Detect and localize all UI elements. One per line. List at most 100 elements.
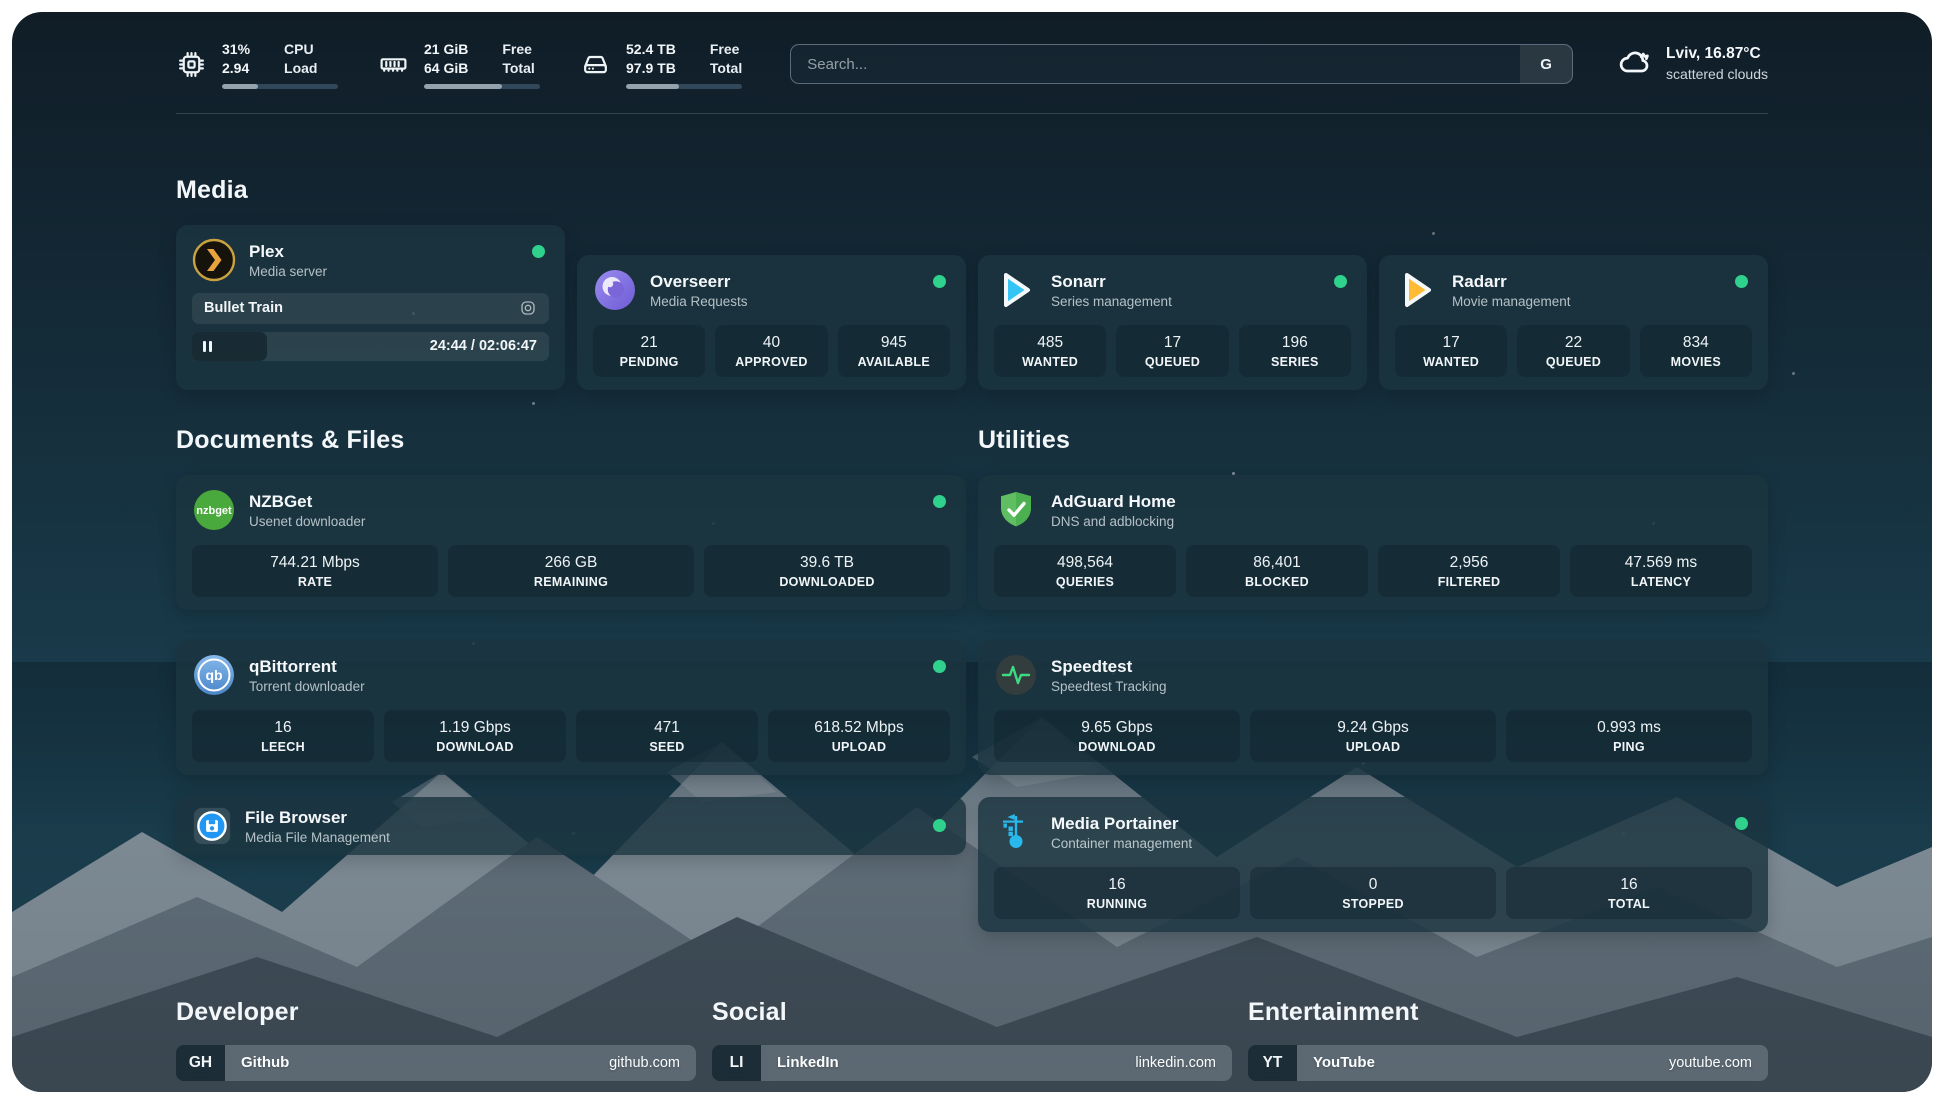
- stat-value: 21: [640, 333, 658, 351]
- ram-total-label: Total: [502, 59, 535, 76]
- link-linkedin[interactable]: LI LinkedIn linkedin.com: [712, 1044, 1232, 1081]
- stat-label: BLOCKED: [1245, 574, 1309, 589]
- link-github[interactable]: GH Github github.com: [176, 1044, 696, 1081]
- radarr-icon: [1395, 268, 1439, 312]
- card-title: Speedtest: [1051, 656, 1133, 676]
- disk-icon: [580, 49, 611, 80]
- card-adguard[interactable]: AdGuard Home DNS and adblocking 498,564 …: [978, 474, 1768, 610]
- load-label: Load: [284, 59, 318, 76]
- stat-value: 16: [274, 718, 292, 736]
- pause-icon[interactable]: [203, 340, 212, 352]
- link-url: youtube.com: [1668, 1054, 1752, 1071]
- card-nzbget[interactable]: nzbget NZBGet Usenet downloader 744.21 M…: [176, 474, 966, 610]
- card-title: AdGuard Home: [1051, 491, 1176, 511]
- stat-value: 40: [762, 333, 781, 351]
- disk-free-label: Free: [709, 41, 740, 57]
- github-abbr-badge: GH: [176, 1044, 225, 1081]
- stat-label: MOVIES: [1670, 354, 1722, 369]
- cpu-usage-value: 31%: [222, 41, 251, 57]
- stat-value: 834: [1682, 333, 1709, 351]
- stat-label: DOWNLOAD: [436, 739, 514, 754]
- card-subtitle: Movie management: [1452, 293, 1571, 309]
- card-overseerr[interactable]: Overseerr Media Requests 21 PENDING 40 A…: [577, 254, 966, 390]
- card-title: NZBGet: [249, 491, 313, 511]
- stat-tile: 485 WANTED: [994, 324, 1107, 377]
- link-name: LinkedIn: [777, 1054, 839, 1072]
- status-dot: [933, 494, 946, 508]
- stat-value: 744.21 Mbps: [270, 553, 360, 571]
- playback-progress-bar[interactable]: 24:44 / 02:06:47: [192, 331, 549, 361]
- section-title-media: Media: [176, 175, 248, 204]
- entertainment-section: Entertainment YT YouTube youtube.com NF …: [1248, 998, 1768, 1092]
- linkedin-abbr-badge: LI: [712, 1044, 761, 1081]
- stat-tile: 40 APPROVED: [715, 324, 828, 377]
- stat-value: 2,956: [1449, 553, 1489, 571]
- disk-free-value: 52.4 TB: [626, 41, 676, 57]
- card-subtitle: Speedtest Tracking: [1051, 678, 1167, 694]
- stat-label: QUEUED: [1144, 354, 1201, 369]
- youtube-abbr-badge: YT: [1248, 1044, 1297, 1081]
- search-input[interactable]: [790, 44, 1574, 85]
- stat-label: AVAILABLE: [857, 354, 930, 369]
- now-playing-title: Bullet Train: [204, 300, 283, 317]
- overseerr-icon: [593, 268, 637, 312]
- stat-tile: 471 SEED: [576, 709, 758, 762]
- stat-value: 47.569 ms: [1624, 553, 1698, 571]
- section-title-documents: Documents & Files: [176, 425, 405, 454]
- ram-icon: [378, 49, 409, 80]
- card-plex[interactable]: Plex Media server Bullet Train: [176, 224, 565, 390]
- cpu-progress-bar: [222, 83, 338, 89]
- sonarr-icon: [994, 268, 1038, 312]
- svg-text:qb: qb: [205, 667, 222, 683]
- weather-widget[interactable]: Lviv, 16.87°C scattered clouds: [1617, 44, 1768, 85]
- status-dot: [1735, 816, 1748, 830]
- ram-total-value: 64 GiB: [424, 59, 469, 76]
- speedtest-icon: [994, 653, 1038, 697]
- card-radarr[interactable]: Radarr Movie management 17 WANTED 22 QUE…: [1379, 254, 1768, 390]
- stat-value: 9.65 Gbps: [1081, 718, 1153, 736]
- stat-value: 945: [880, 333, 907, 351]
- card-title: Radarr: [1452, 271, 1507, 291]
- stat-tile: 1.19 Gbps DOWNLOAD: [384, 709, 566, 762]
- stat-label: DOWNLOADED: [779, 574, 875, 589]
- stat-label: WANTED: [1022, 354, 1079, 369]
- status-dot: [1334, 274, 1347, 288]
- card-subtitle: Usenet downloader: [249, 513, 366, 529]
- card-speedtest[interactable]: Speedtest Speedtest Tracking 9.65 Gbps D…: [978, 639, 1768, 775]
- card-title: File Browser: [245, 807, 348, 827]
- link-url: linkedin.com: [1135, 1054, 1216, 1071]
- status-dot: [933, 659, 946, 673]
- card-filebrowser[interactable]: File Browser Media File Management: [176, 796, 966, 855]
- stat-value: 471: [654, 718, 680, 736]
- card-subtitle: Torrent downloader: [249, 678, 365, 694]
- stat-tile: 945 AVAILABLE: [837, 324, 950, 377]
- stat-tile: 47.569 ms LATENCY: [1570, 544, 1752, 597]
- card-sonarr[interactable]: Sonarr Series management 485 WANTED 17 Q…: [978, 254, 1367, 390]
- status-dot: [933, 818, 946, 832]
- cpu-stat: 31% 2.94 CPU Load: [176, 40, 338, 89]
- cloud-icon: [1617, 44, 1653, 85]
- stat-label: DOWNLOAD: [1078, 739, 1156, 754]
- cpu-icon: [176, 49, 207, 80]
- card-title: Sonarr: [1051, 271, 1106, 291]
- developer-section: Developer GH Github github.com SO StackO…: [176, 998, 696, 1092]
- ram-free-value: 21 GiB: [424, 41, 469, 57]
- status-dot: [532, 244, 545, 258]
- stat-label: RATE: [297, 574, 333, 589]
- social-section: Social LI LinkedIn linkedin.com TW Twitt…: [712, 998, 1232, 1092]
- stat-label: PENDING: [619, 354, 679, 369]
- stat-label: SERIES: [1270, 354, 1319, 369]
- card-qbittorrent[interactable]: qb qBittorrent Torrent downloader 16 LEE…: [176, 639, 966, 775]
- stat-value: 22: [1564, 333, 1583, 351]
- ram-free-label: Free: [502, 41, 532, 57]
- search-engine-button[interactable]: G: [1520, 45, 1573, 84]
- now-playing-row: Bullet Train: [192, 292, 549, 324]
- card-portainer[interactable]: Media Portainer Container management 16 …: [978, 796, 1768, 932]
- stat-label: LEECH: [261, 739, 305, 754]
- stat-tile: 196 SERIES: [1238, 324, 1351, 377]
- link-youtube[interactable]: YT YouTube youtube.com: [1248, 1044, 1768, 1081]
- stat-label: UPLOAD: [831, 739, 887, 754]
- stat-label: QUEUED: [1545, 354, 1602, 369]
- stat-tile: 2,956 FILTERED: [1378, 544, 1560, 597]
- stat-value: 16: [1620, 875, 1638, 893]
